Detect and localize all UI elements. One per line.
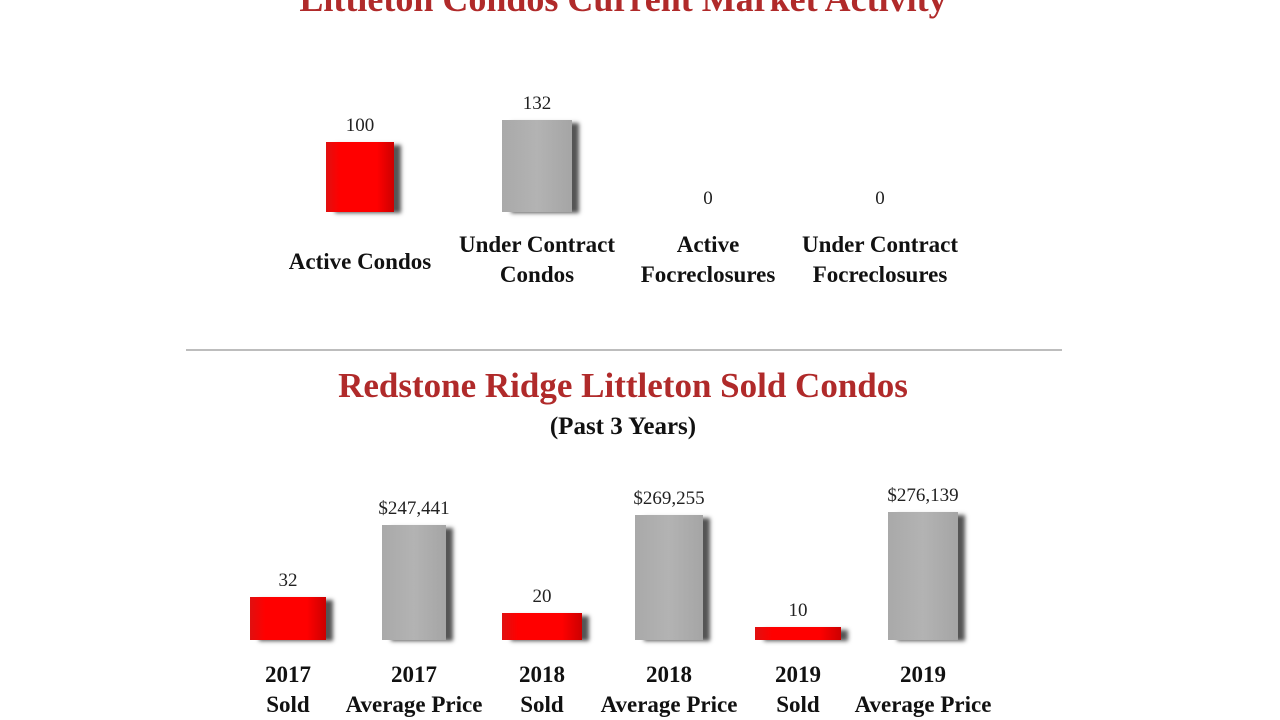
data-label: 20	[532, 586, 552, 608]
sold-condos-subtitle: (Past 3 Years)	[549, 413, 697, 440]
category-label: 2019 Average Price	[833, 660, 1013, 720]
category-label-line: Condos	[499, 262, 575, 287]
category-label: Under Contract Condos	[447, 230, 627, 290]
category-label-line: Under Contract	[801, 232, 959, 257]
category-label-line: 2018	[646, 662, 692, 687]
category-label: 2018 Sold	[452, 660, 632, 720]
data-label: 10	[788, 599, 808, 621]
data-label: $269,255	[633, 488, 705, 510]
data-label: 32	[278, 570, 298, 592]
category-label: 2019 Sold	[708, 660, 888, 720]
category-label: 2017 Average Price	[324, 660, 504, 720]
category-label-line: 2019	[775, 662, 821, 687]
section-divider	[186, 349, 1062, 351]
category-label: Under Contract Focreclosures	[790, 230, 970, 290]
category-label-line: 2018	[519, 662, 565, 687]
category-label-line: Active	[676, 232, 740, 257]
category-label-line: Active Condos	[288, 249, 432, 274]
bar-2017-average-price	[382, 525, 446, 640]
bar-2018-average-price	[635, 515, 703, 640]
category-label-line: Focreclosures	[640, 262, 776, 287]
category-label-line: Sold	[266, 692, 310, 717]
bar-active-condos	[326, 142, 394, 212]
category-label: Active Focreclosures	[618, 230, 798, 290]
category-label-line: Under Contract	[458, 232, 616, 257]
category-label-line: Focreclosures	[812, 262, 948, 287]
data-label: $247,441	[378, 498, 450, 520]
category-label-line: Sold	[520, 692, 564, 717]
category-label-line: Average Price	[345, 692, 483, 717]
data-label: 132	[522, 92, 552, 114]
category-label-line: Sold	[776, 692, 820, 717]
bar-2018-sold	[502, 613, 582, 640]
bar-2019-sold	[755, 626, 841, 640]
data-label: $276,139	[887, 485, 959, 507]
category-label-line: Average Price	[600, 692, 738, 717]
category-label: Active Condos	[270, 247, 450, 277]
category-label-line: 2019	[900, 662, 946, 687]
sold-condos-title: Redstone Ridge Littleton Sold Condos	[338, 366, 908, 405]
bar-2017-sold	[250, 597, 326, 640]
data-label: 0	[703, 188, 713, 209]
category-label: 2018 Average Price	[579, 660, 759, 720]
bar-under-contract-condos	[502, 119, 572, 212]
data-label: 100	[345, 115, 375, 136]
category-label-line: 2017	[265, 662, 311, 687]
category-label: 2017 Sold	[198, 660, 378, 720]
data-label: 0	[875, 188, 885, 209]
category-label-line: Average Price	[854, 692, 992, 717]
bar-2019-average-price	[888, 512, 958, 640]
category-label-line: 2017	[391, 662, 437, 687]
market-activity-title: Littleton Condos Current Market Activity	[0, 0, 1246, 20]
